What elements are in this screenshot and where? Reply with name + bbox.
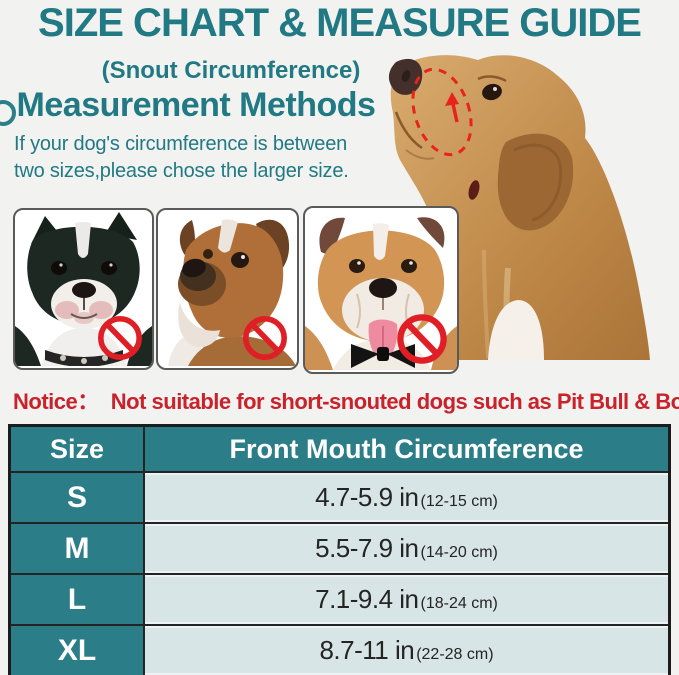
table-row-xl: XL 8.7-11 in (22-28 cm) [8, 624, 671, 675]
size-label: S [8, 471, 145, 524]
size-value: 7.1-9.4 in (18-24 cm) [143, 573, 671, 626]
ear-fold [513, 143, 563, 222]
cm-range: (14-20 cm) [420, 544, 498, 561]
no-sign-icon [397, 314, 447, 364]
cm-range: (18-24 cm) [420, 595, 498, 612]
inches-range: 4.7-5.9 in [315, 482, 419, 512]
bulldog-illustration [305, 217, 457, 370]
instruction-line-2: two sizes,please chose the larger size. [14, 160, 349, 182]
boxer-illustration [168, 219, 296, 366]
size-label: L [8, 573, 145, 626]
size-table: Size Front Mouth Circumference S 4.7-5.9… [8, 424, 671, 675]
nostril [401, 70, 411, 82]
table-row-l: L 7.1-9.4 in (18-24 cm) [8, 573, 671, 626]
fur-highlight-2 [482, 249, 490, 359]
dog-ear [497, 133, 574, 231]
inches-range: 7.1-9.4 in [315, 584, 419, 614]
dog-brow [477, 75, 507, 83]
inches-range: 8.7-11 in [319, 635, 415, 665]
eye-glint [493, 87, 497, 91]
boxer-photo [156, 208, 299, 370]
pit-bull-photo [13, 208, 154, 370]
cm-range: (12-15 cm) [420, 493, 498, 510]
instruction-text: If your dog's circumference is between t… [14, 131, 349, 185]
mouth-line [394, 111, 423, 150]
table-row-m: M 5.5-7.9 in (14-20 cm) [8, 522, 671, 575]
notice-line: Notice： Not suitable for short-snouted d… [13, 384, 679, 416]
no-sign-icon [98, 316, 142, 360]
subtitle-snout-circumference: (Snout Circumference) [101, 57, 361, 84]
decorative-ring [0, 100, 16, 126]
no-sign-icon [243, 316, 287, 360]
dog-chest-patch [488, 300, 544, 360]
table-header-row: Size Front Mouth Circumference [8, 424, 671, 473]
dog-eye [482, 83, 502, 101]
column-header-circumference: Front Mouth Circumference [143, 424, 671, 473]
up-arrow-stem [451, 103, 459, 123]
instruction-line-1: If your dog's circumference is between [14, 133, 348, 155]
measurement-methods-heading: Measurement Methods [16, 86, 376, 124]
inches-range: 5.5-7.9 in [315, 533, 419, 563]
pit-bull-illustration [15, 212, 152, 366]
bulldog-photo [303, 206, 459, 374]
column-header-size: Size [8, 424, 145, 473]
notice-label: Notice： [13, 389, 99, 414]
size-label: XL [8, 624, 145, 675]
size-value: 5.5-7.9 in (14-20 cm) [143, 522, 671, 575]
collar-tag [468, 180, 480, 200]
page-title: SIZE CHART & MEASURE GUIDE [38, 1, 642, 45]
size-value: 4.7-5.9 in (12-15 cm) [143, 471, 671, 524]
notice-text: Not suitable for short-snouted dogs such… [110, 389, 679, 414]
jaw-fold [405, 149, 435, 160]
table-row-s: S 4.7-5.9 in (12-15 cm) [8, 471, 671, 524]
size-value: 8.7-11 in (22-28 cm) [143, 624, 671, 675]
size-label: M [8, 522, 145, 575]
cm-range: (22-28 cm) [416, 646, 494, 663]
measure-ellipse-icon [411, 67, 473, 157]
up-arrow-icon [445, 92, 459, 106]
